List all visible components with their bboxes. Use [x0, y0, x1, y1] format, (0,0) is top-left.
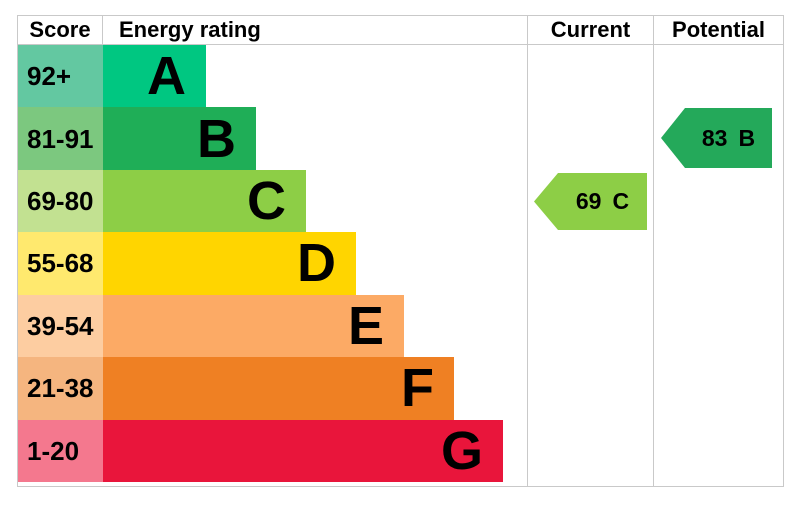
band-letter: D: [297, 233, 336, 294]
band-row-d: 55-68 D: [18, 232, 527, 295]
band-letter: B: [197, 108, 236, 169]
current-rating-arrow: 69 C: [534, 173, 647, 230]
score-range: 39-54: [18, 294, 103, 358]
header-current: Current: [527, 16, 653, 44]
score-range: 81-91: [18, 107, 103, 170]
band-row-g: 1-20 G: [18, 419, 527, 482]
header-score: Score: [18, 16, 103, 44]
score-range: 69-80: [18, 169, 103, 233]
band-letter: G: [440, 420, 483, 481]
band-row-e: 39-54 E: [18, 294, 527, 358]
band-row-a: 92+ A: [18, 45, 527, 108]
rating-bar-e: E: [103, 294, 404, 358]
epc-rating-chart: Score Energy rating Current Potential 92…: [17, 15, 784, 487]
band-row-b: 81-91 B: [18, 107, 527, 170]
potential-rating-arrow: 83 B: [661, 108, 772, 168]
band-row-c: 69-80 C: [18, 169, 527, 233]
potential-rating-letter: B: [738, 124, 756, 151]
rating-bar-b: B: [103, 107, 256, 170]
chart-body: 92+ A 81-91 B 69-80 C: [18, 45, 783, 486]
score-range: 1-20: [18, 419, 103, 482]
rating-bar-g: G: [103, 419, 503, 482]
band-letter: C: [247, 171, 286, 232]
band-letter: A: [147, 46, 186, 107]
current-rating-letter: C: [612, 188, 630, 214]
chart-header-row: Score Energy rating Current Potential: [18, 16, 783, 45]
current-column: 69 C: [527, 45, 653, 486]
rating-bar-f: F: [103, 357, 454, 420]
rating-bar-c: C: [103, 169, 306, 233]
bands-column: 92+ A 81-91 B 69-80 C: [18, 45, 527, 486]
score-range: 55-68: [18, 232, 103, 295]
band-row-f: 21-38 F: [18, 357, 527, 420]
current-rating-value: 69: [575, 188, 602, 214]
band-letter: E: [347, 295, 384, 356]
rating-bar-a: A: [103, 45, 206, 108]
header-potential: Potential: [653, 16, 783, 44]
rating-bands: 92+ A 81-91 B 69-80 C: [18, 45, 527, 482]
potential-column: 83 B: [653, 45, 783, 486]
score-range: 21-38: [18, 357, 103, 420]
potential-rating-value: 83: [701, 124, 728, 151]
rating-bar-d: D: [103, 232, 356, 295]
band-letter: F: [401, 358, 434, 419]
score-range: 92+: [18, 45, 103, 108]
header-energy-rating: Energy rating: [119, 17, 261, 42]
